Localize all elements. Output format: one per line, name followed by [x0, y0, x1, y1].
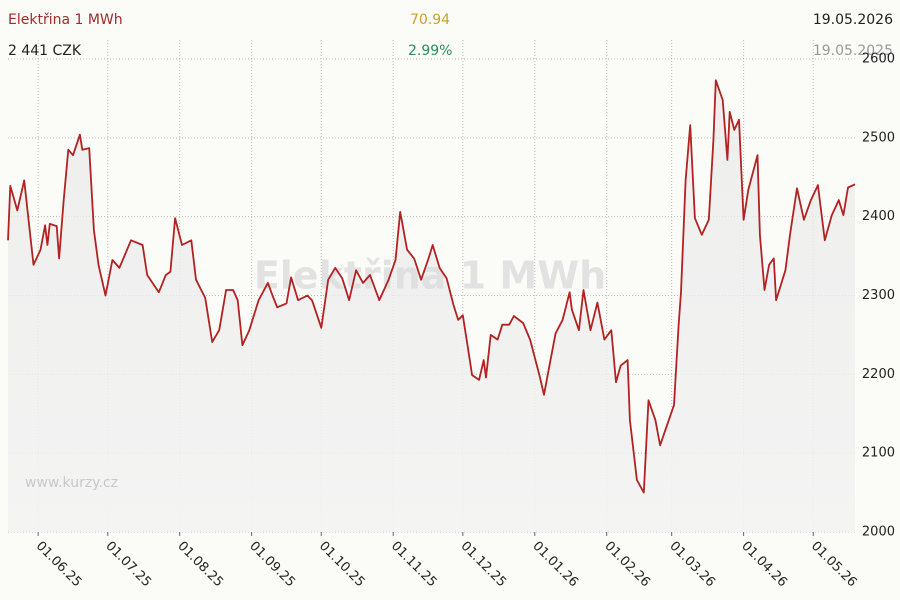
change: 70.94: [410, 12, 450, 28]
x-tick-label: 01.12.25: [458, 539, 510, 591]
y-tick-label: 2100: [862, 446, 895, 461]
y-tick-label: 2400: [862, 209, 895, 224]
x-tick-label: 01.09.25: [246, 539, 298, 591]
y-tick-label: 2600: [862, 52, 895, 67]
change-percent: 2.99%: [408, 43, 452, 59]
x-tick-label: 01.05.26: [808, 539, 860, 591]
x-tick-label: 01.01.26: [529, 539, 581, 591]
date-end: 19.05.2026: [813, 12, 893, 28]
watermark-title: Elektřina 1 MWh: [254, 254, 606, 298]
y-tick-label: 2300: [862, 288, 895, 303]
y-tick-label: 2500: [862, 130, 895, 145]
x-tick-label: 01.04.26: [738, 539, 790, 591]
y-tick-label: 2200: [862, 367, 895, 382]
x-tick-label: 01.07.25: [102, 539, 154, 591]
price: 2 441 CZK: [8, 43, 82, 59]
watermark-site: www.kurzy.cz: [25, 475, 118, 491]
area: [8, 80, 855, 533]
x-tick-label: 01.10.25: [316, 539, 368, 591]
date-start: 19.05.2025: [813, 43, 893, 59]
x-tick-label: 01.06.25: [33, 539, 85, 591]
price-line: [7, 79, 856, 494]
instrument-title: Elektřina 1 MWh: [8, 12, 123, 28]
x-tick-label: 01.02.26: [601, 539, 653, 591]
x-tick-label: 01.11.25: [388, 539, 440, 591]
y-tick-label: 2000: [862, 525, 895, 540]
x-tick-label: 01.03.26: [666, 539, 718, 591]
x-tick-label: 01.08.25: [174, 539, 226, 591]
